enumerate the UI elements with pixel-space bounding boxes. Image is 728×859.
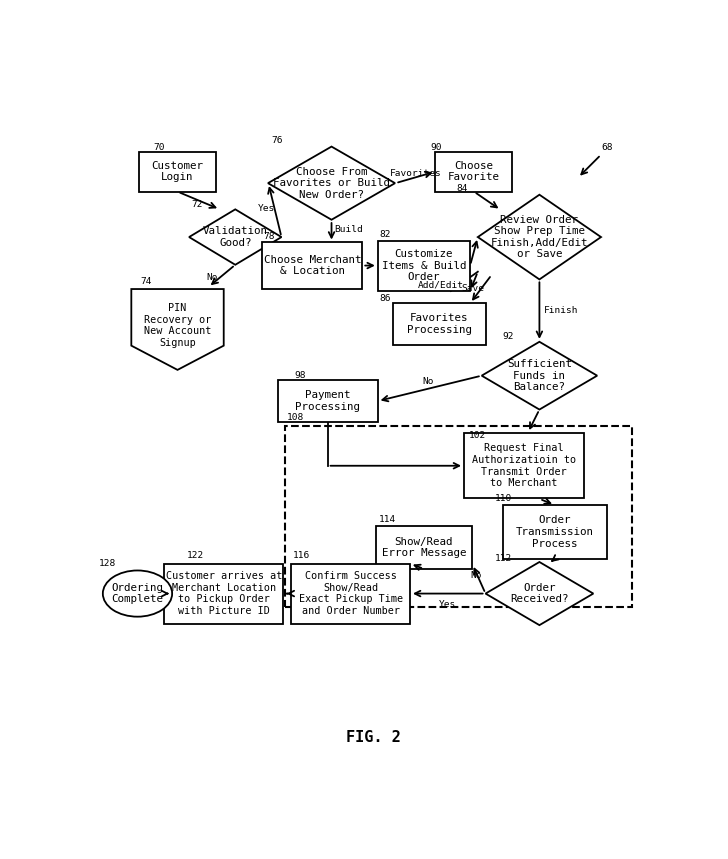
Text: Confirm Success
Show/Read
Exact Pickup Time
and Order Number: Confirm Success Show/Read Exact Pickup T… xyxy=(298,571,403,616)
Text: Choose Merchant
& Location: Choose Merchant & Location xyxy=(264,255,361,277)
Text: 84: 84 xyxy=(456,184,468,193)
Polygon shape xyxy=(478,195,601,279)
Polygon shape xyxy=(268,147,395,220)
Text: Sufficient
Funds in
Balance?: Sufficient Funds in Balance? xyxy=(507,359,572,393)
Text: Validation
Good?: Validation Good? xyxy=(203,226,268,248)
Text: 92: 92 xyxy=(502,332,514,341)
Text: Order
Received?: Order Received? xyxy=(510,582,569,605)
Text: Show/Read
Error Message: Show/Read Error Message xyxy=(381,537,466,558)
Text: 78: 78 xyxy=(264,232,275,241)
Text: 102: 102 xyxy=(469,430,486,440)
Text: Build: Build xyxy=(335,225,363,234)
Text: Request Final
Authorizatioin to
Transmit Order
to Merchant: Request Final Authorizatioin to Transmit… xyxy=(472,443,576,488)
Text: 112: 112 xyxy=(495,554,512,563)
Text: Finish: Finish xyxy=(544,306,579,314)
Text: 82: 82 xyxy=(379,229,391,239)
Text: 110: 110 xyxy=(495,494,512,503)
Text: No: No xyxy=(206,272,218,282)
Text: Customer
Login: Customer Login xyxy=(151,161,204,182)
FancyBboxPatch shape xyxy=(393,303,486,345)
Text: Yes: Yes xyxy=(258,204,275,213)
Text: 114: 114 xyxy=(379,515,397,524)
Ellipse shape xyxy=(103,570,172,617)
Text: PIN
Recovery or
New Account
Signup: PIN Recovery or New Account Signup xyxy=(144,303,211,348)
Text: 116: 116 xyxy=(293,551,310,560)
FancyBboxPatch shape xyxy=(464,433,584,498)
Text: Ordering
Complete: Ordering Complete xyxy=(111,582,164,605)
Text: 68: 68 xyxy=(601,143,612,151)
Text: Customize
Items & Build
Order: Customize Items & Build Order xyxy=(381,249,466,282)
Text: 70: 70 xyxy=(153,143,165,151)
FancyBboxPatch shape xyxy=(376,527,472,569)
Text: 86: 86 xyxy=(379,295,391,303)
FancyBboxPatch shape xyxy=(435,151,513,192)
Polygon shape xyxy=(482,342,597,410)
Text: 74: 74 xyxy=(141,277,152,285)
Text: Payment
Processing: Payment Processing xyxy=(295,390,360,411)
Text: Choose
Favorite: Choose Favorite xyxy=(448,161,500,182)
Text: Favorites
Processing: Favorites Processing xyxy=(407,314,472,335)
Text: 98: 98 xyxy=(295,370,306,380)
Text: Customer arrives at
Merchant Location
to Pickup Order
with Picture ID: Customer arrives at Merchant Location to… xyxy=(165,571,282,616)
Text: 128: 128 xyxy=(99,559,116,568)
Text: FIG. 2: FIG. 2 xyxy=(346,730,400,745)
Text: Favorites: Favorites xyxy=(390,168,442,178)
Text: Save: Save xyxy=(461,284,484,293)
Text: Order
Transmission
Process: Order Transmission Process xyxy=(516,515,594,549)
Text: No: No xyxy=(422,376,433,386)
Text: Review Order
Show Prep Time
Finish,Add/Edit
or Save: Review Order Show Prep Time Finish,Add/E… xyxy=(491,215,588,259)
Text: 76: 76 xyxy=(272,136,283,144)
Text: Yes: Yes xyxy=(438,600,456,609)
Text: No: No xyxy=(470,571,482,581)
Polygon shape xyxy=(131,289,223,370)
Text: Add/Edit: Add/Edit xyxy=(418,280,464,289)
FancyBboxPatch shape xyxy=(262,242,363,289)
FancyBboxPatch shape xyxy=(277,380,378,423)
Text: 108: 108 xyxy=(287,413,304,422)
FancyBboxPatch shape xyxy=(378,241,470,290)
Polygon shape xyxy=(189,210,282,265)
Text: 90: 90 xyxy=(430,143,442,151)
Text: 72: 72 xyxy=(191,199,203,209)
Text: 122: 122 xyxy=(187,551,204,560)
Polygon shape xyxy=(486,562,593,625)
FancyBboxPatch shape xyxy=(139,151,216,192)
FancyBboxPatch shape xyxy=(164,564,283,624)
FancyBboxPatch shape xyxy=(291,564,411,624)
Text: Choose From
Favorites or Build
New Order?: Choose From Favorites or Build New Order… xyxy=(273,167,390,200)
FancyBboxPatch shape xyxy=(503,505,607,559)
